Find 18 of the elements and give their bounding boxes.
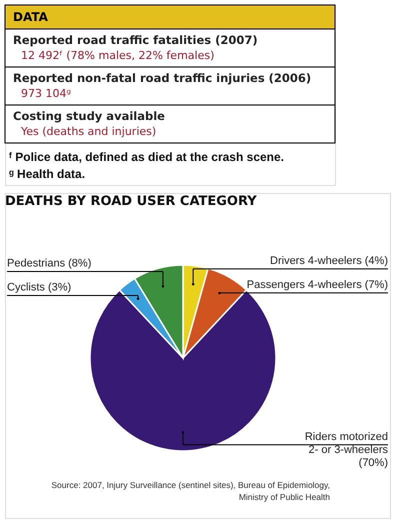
chart-title: DEATHS BY ROAD USER CATEGORY: [5, 194, 258, 209]
text: 12 492ᶠ (78% males, 22% females): [21, 49, 214, 62]
text: Costing study available: [13, 109, 166, 123]
text: Ministry of Public Health: [238, 492, 330, 502]
source-note: Source: 2007, Injury Surveillance (sentinel sites), Bureau of Epidemiology,: [51, 480, 330, 490]
text: ᶠ Police data, defined as died at the crash scene.: [9, 150, 284, 164]
slice-label: Pedestrians (8%): [7, 257, 92, 270]
text: Reported road traffic fatalities (2007): [13, 33, 258, 47]
text: Reported non-fatal road traffic injuries (2006): [13, 71, 312, 85]
text: DATA: [13, 10, 49, 24]
text: Yes (deaths and injuries): [20, 125, 156, 138]
slice-label: Drivers 4-wheelers (4%): [270, 254, 388, 267]
slice-label: Riders motorized 2- or 3-wheelers: [304, 430, 388, 456]
slice-label: Cyclists (3%): [7, 281, 72, 294]
text: 973 104ᵍ: [21, 87, 71, 100]
text: ᵍ Health data.: [9, 167, 86, 181]
data-label: (70%): [358, 456, 388, 469]
slice-label: Passengers 4-wheelers (7%): [246, 278, 388, 291]
